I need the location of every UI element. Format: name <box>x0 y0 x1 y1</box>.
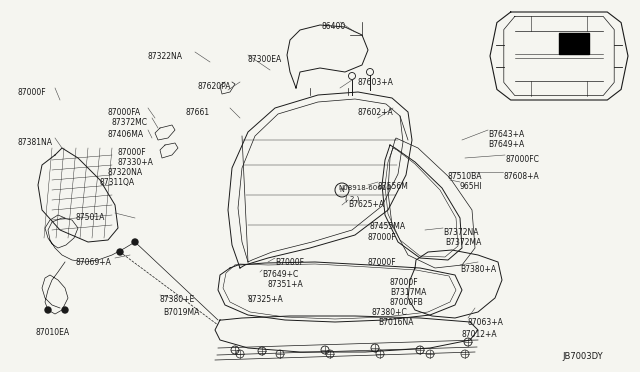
Text: 87000FA: 87000FA <box>108 108 141 117</box>
Text: B7016NA: B7016NA <box>378 318 413 327</box>
Text: 87000FB: 87000FB <box>390 298 424 307</box>
Text: 87069+A: 87069+A <box>75 258 111 267</box>
Text: 87603+A: 87603+A <box>357 78 393 87</box>
Text: B7019MA: B7019MA <box>163 308 200 317</box>
Text: 87311QA: 87311QA <box>100 178 135 187</box>
Text: 87510BA: 87510BA <box>448 172 483 181</box>
Text: 87455MA: 87455MA <box>370 222 406 231</box>
Bar <box>559 33 589 54</box>
Text: 87000F: 87000F <box>118 148 147 157</box>
Text: B7000F: B7000F <box>275 258 304 267</box>
Text: 87012+A: 87012+A <box>462 330 498 339</box>
Text: 87000F: 87000F <box>18 88 47 97</box>
Text: 87351+A: 87351+A <box>268 280 304 289</box>
Circle shape <box>45 307 51 313</box>
Text: 87320NA: 87320NA <box>108 168 143 177</box>
Text: B7649+A: B7649+A <box>488 140 524 149</box>
Text: 87000F: 87000F <box>368 258 397 267</box>
Text: B7625+A: B7625+A <box>348 200 384 209</box>
Text: 87620PA: 87620PA <box>198 82 232 91</box>
Text: 87300EA: 87300EA <box>248 55 282 64</box>
Text: 87406MA: 87406MA <box>108 130 144 139</box>
Text: B7317MA: B7317MA <box>390 288 426 297</box>
Text: B7649+C: B7649+C <box>262 270 298 279</box>
Text: B7372MA: B7372MA <box>445 238 481 247</box>
Text: 87380+C: 87380+C <box>372 308 408 317</box>
Circle shape <box>117 249 123 255</box>
Text: 87556M: 87556M <box>378 182 409 191</box>
Circle shape <box>62 307 68 313</box>
Text: B7380+A: B7380+A <box>460 265 496 274</box>
Text: B7372NA: B7372NA <box>443 228 479 237</box>
Text: 87010EA: 87010EA <box>35 328 69 337</box>
Text: 87501A: 87501A <box>75 213 104 222</box>
Text: N: N <box>340 187 344 192</box>
Text: 87661: 87661 <box>185 108 209 117</box>
Text: 87000FC: 87000FC <box>505 155 539 164</box>
Text: N08918-60610: N08918-60610 <box>338 185 391 191</box>
Text: 86400: 86400 <box>322 22 346 31</box>
Text: 87372MC: 87372MC <box>112 118 148 127</box>
Text: ( 2 ): ( 2 ) <box>345 195 360 202</box>
Text: 87000F: 87000F <box>390 278 419 287</box>
Text: 87381NA: 87381NA <box>18 138 53 147</box>
Text: 87063+A: 87063+A <box>468 318 504 327</box>
Text: 87330+A: 87330+A <box>118 158 154 167</box>
Text: B7643+A: B7643+A <box>488 130 524 139</box>
Text: 87322NA: 87322NA <box>148 52 183 61</box>
Text: 87602+A: 87602+A <box>357 108 393 117</box>
Text: 965HI: 965HI <box>460 182 483 191</box>
Circle shape <box>132 239 138 245</box>
Text: 87380+E: 87380+E <box>160 295 195 304</box>
Text: JB7003DY: JB7003DY <box>562 352 603 361</box>
Text: 87000F: 87000F <box>368 233 397 242</box>
Text: 87608+A: 87608+A <box>503 172 539 181</box>
Text: 87325+A: 87325+A <box>248 295 284 304</box>
